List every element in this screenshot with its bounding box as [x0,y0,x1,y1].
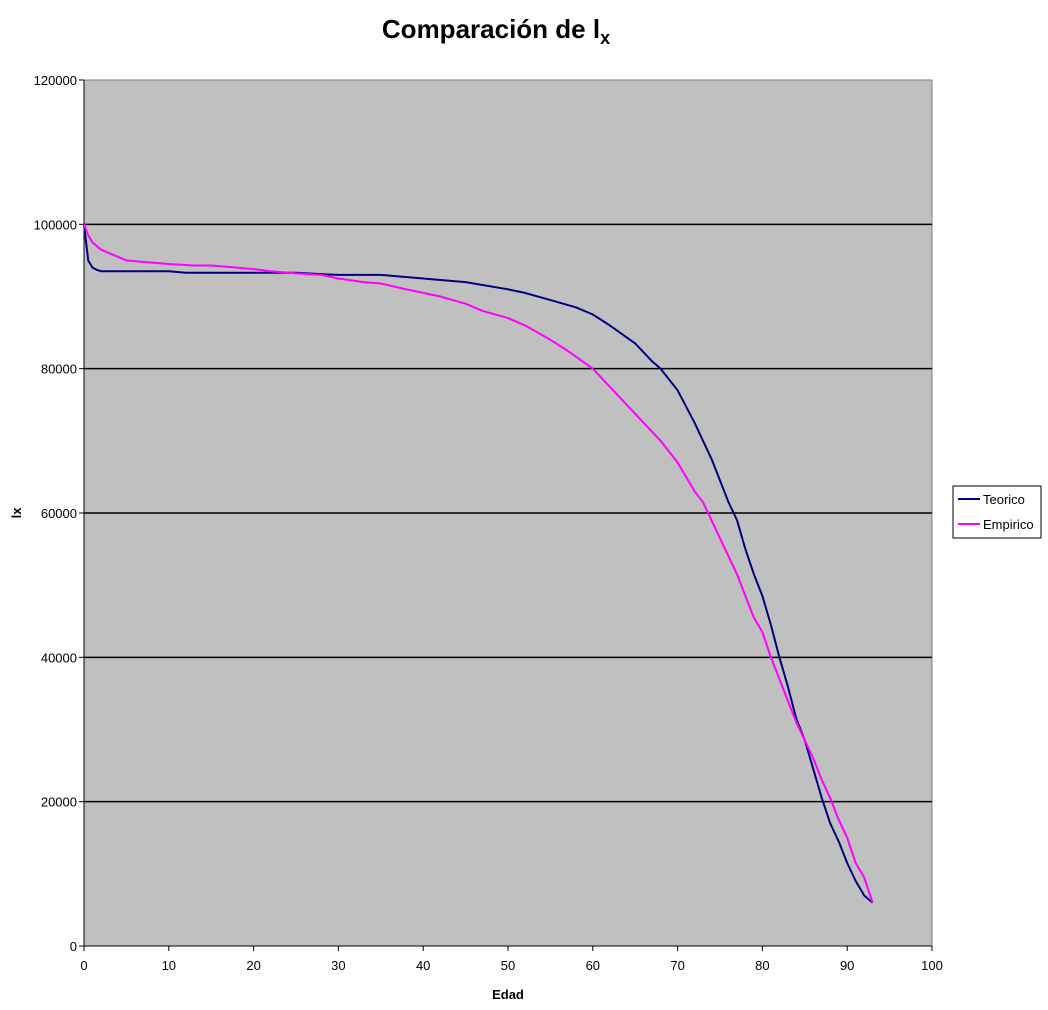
legend-label-teorico: Teorico [983,492,1025,507]
x-tick-label: 100 [921,958,943,973]
x-tick-label: 20 [246,958,260,973]
x-tick-label: 50 [501,958,515,973]
series-line-empirico [83,223,874,904]
legend-label-empirico: Empirico [983,517,1034,532]
y-tick-label: 60000 [41,506,77,521]
x-tick-label: 40 [416,958,430,973]
y-tick-label: 0 [70,939,77,954]
chart-title: Comparación de lx [382,14,610,48]
series-lines [83,223,874,904]
x-tick-label: 0 [80,958,87,973]
y-tick-label: 80000 [41,362,77,377]
y-tick-label: 20000 [41,795,77,810]
chart-title-main: Comparación de l [382,14,600,44]
x-axis-label: Edad [492,987,524,1002]
legend-box [952,485,1042,539]
y-tick-label: 100000 [34,217,77,232]
x-tick-label: 10 [162,958,176,973]
x-tick-label: 60 [586,958,600,973]
y-tick-label: 40000 [41,650,77,665]
gridlines [84,223,932,803]
x-tick-label: 90 [840,958,854,973]
y-axis-ticks: 0 20000 40000 60000 80000 100000 120000 [34,73,84,954]
y-tick-label: 120000 [34,73,77,88]
chart-title-subscript: x [600,28,610,48]
x-tick-label: 70 [670,958,684,973]
x-tick-label: 80 [755,958,769,973]
y-axis-label: lx [9,507,24,519]
x-tick-label: 30 [331,958,345,973]
legend: Teorico Empirico [952,485,1042,539]
x-axis-ticks: 0 10 20 30 40 50 60 70 80 90 100 [80,946,943,973]
